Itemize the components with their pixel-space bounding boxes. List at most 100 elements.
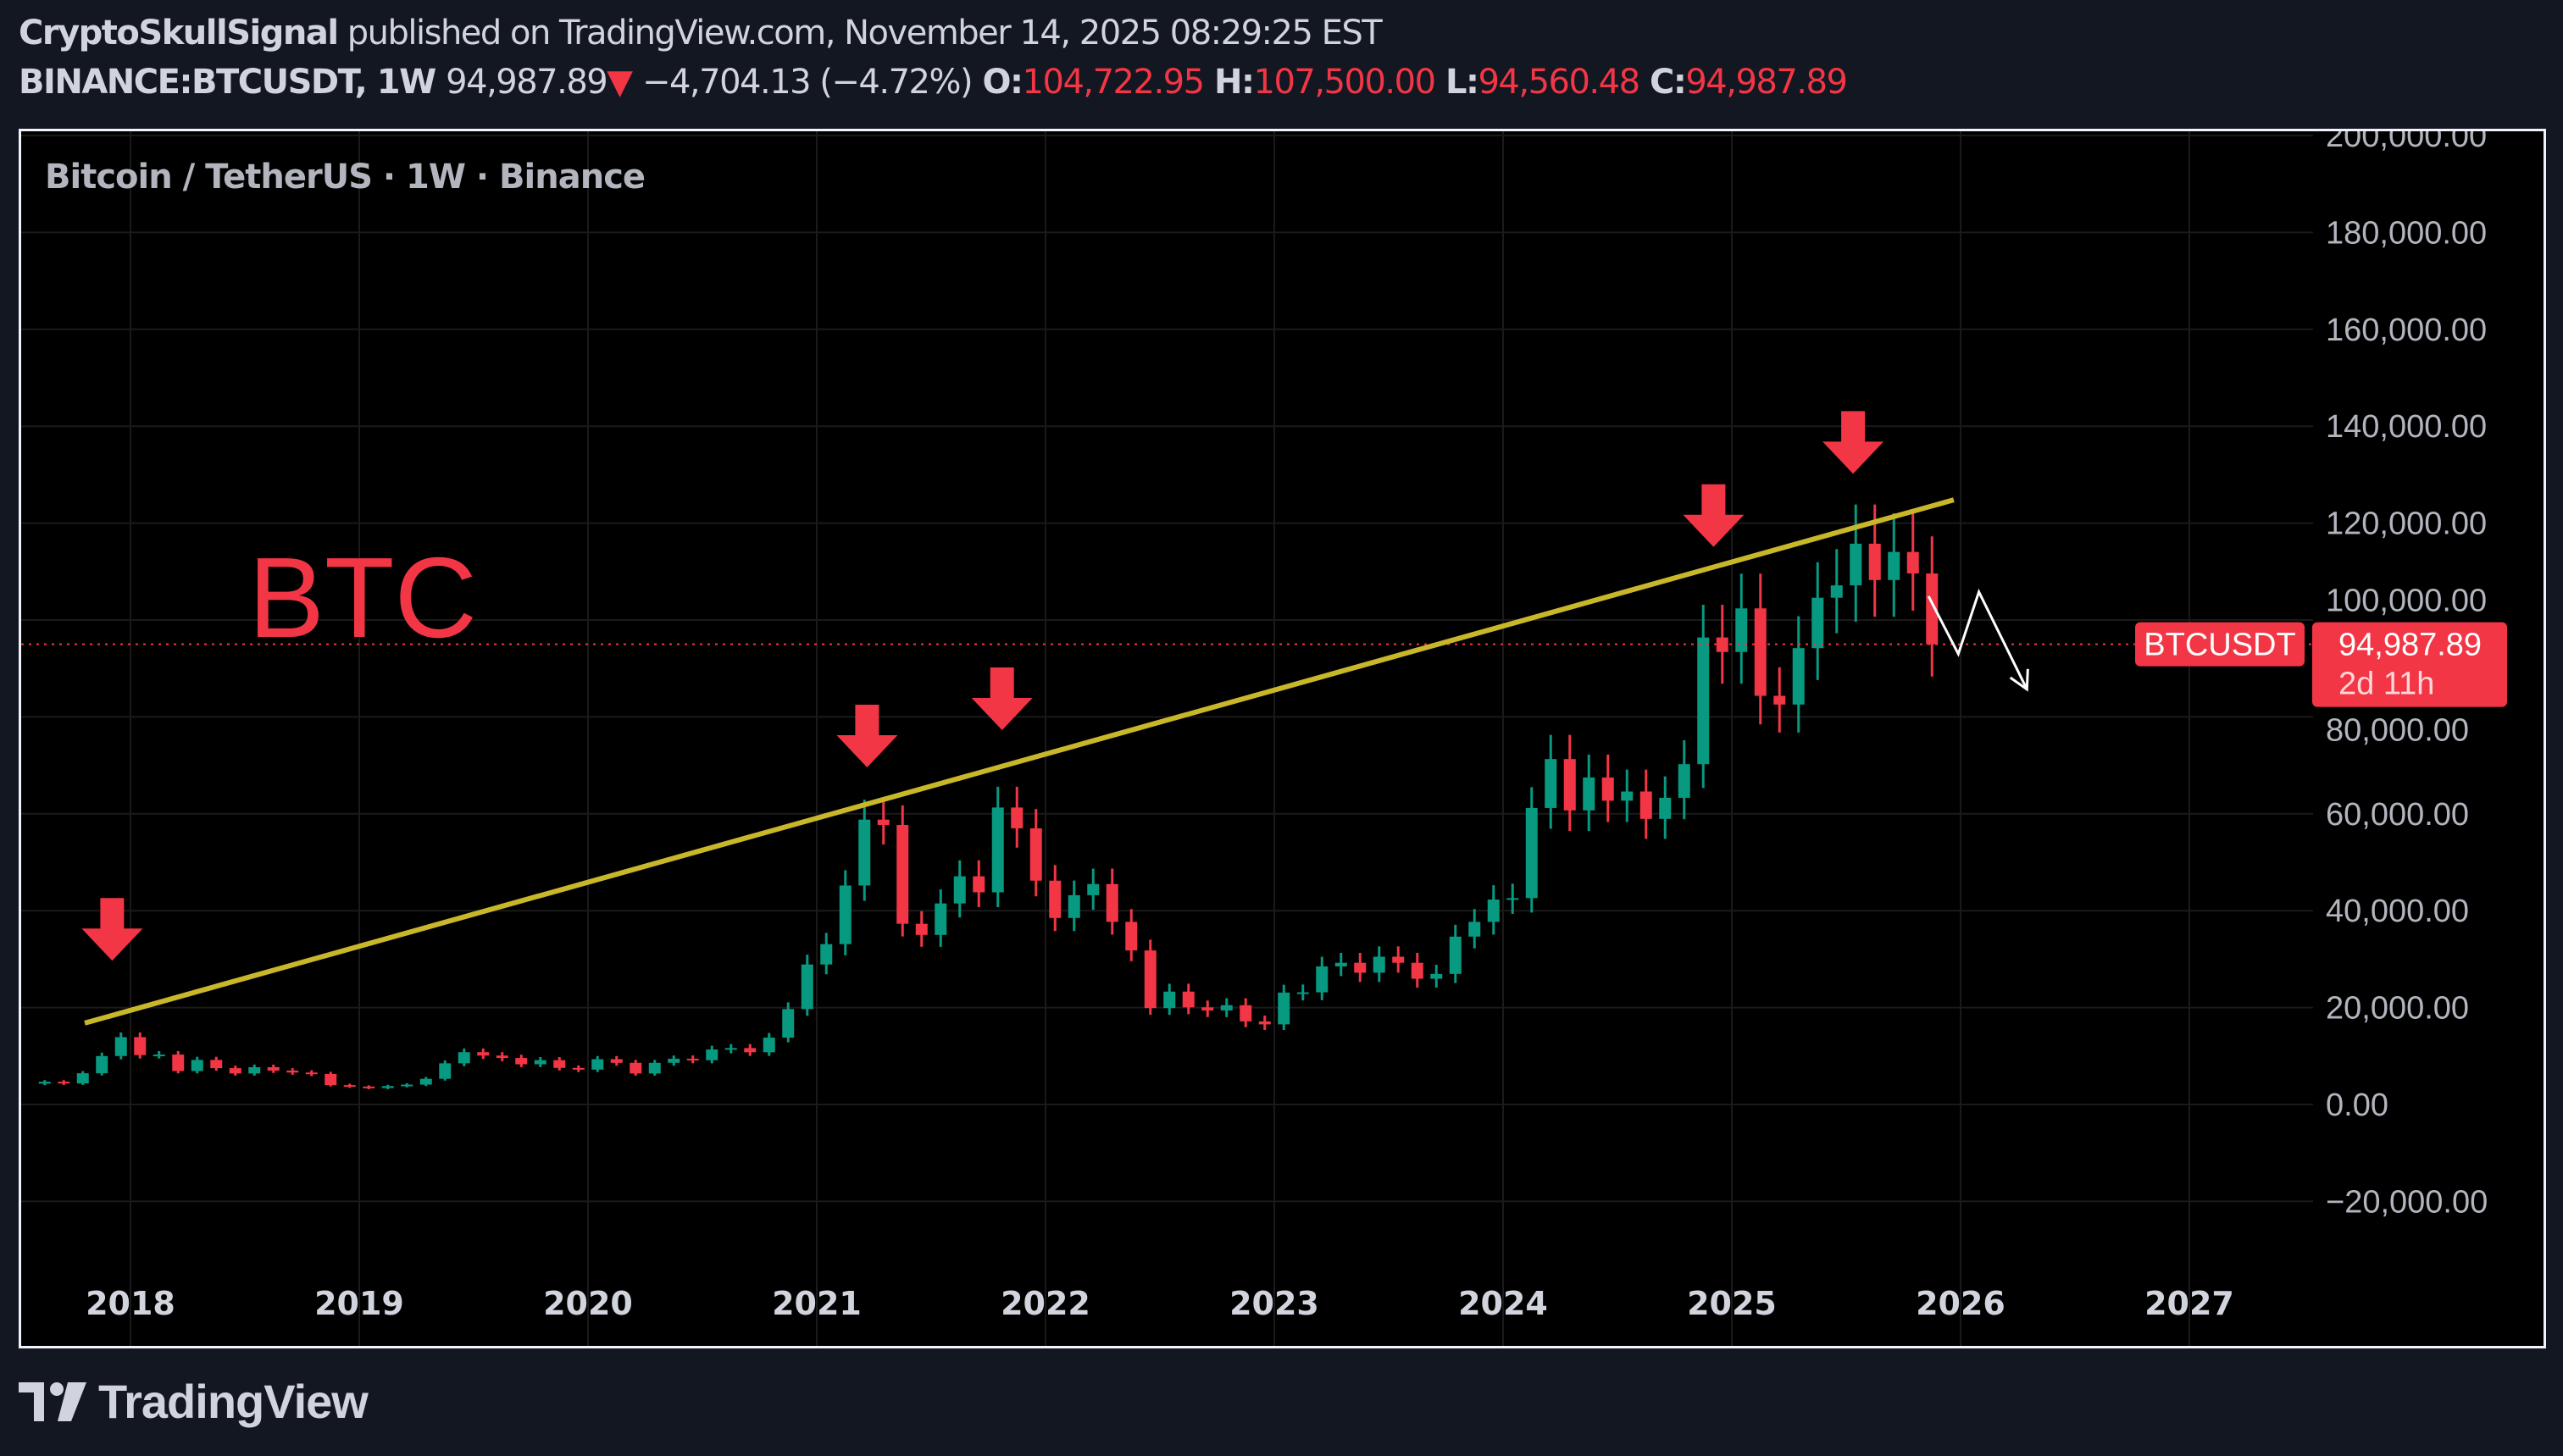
candle-body [172,1055,185,1071]
price-label-box [2312,622,2507,707]
candle-body [1087,883,1100,895]
candle-body [248,1066,261,1074]
btc-annotation-text: BTC [248,534,477,662]
candle-body [363,1086,375,1088]
candle-body [210,1060,223,1069]
candle-body [1106,883,1118,922]
candle-body [1182,991,1195,1008]
candle-body [38,1082,51,1084]
candle-body [1240,1005,1252,1021]
candle-body [305,1072,318,1075]
candle-body [877,819,890,825]
candle-body [648,1062,661,1074]
candle-body [1545,759,1557,808]
candle-body [1621,791,1634,801]
x-tick-label: 2026 [1916,1285,2005,1322]
candle-body [1316,966,1329,993]
y-tick-label: 120,000.00 [2326,507,2487,542]
candle-body [1144,950,1157,1009]
candle-body [744,1048,757,1053]
x-tick-label: 2021 [772,1285,862,1322]
x-tick-label: 2020 [543,1285,633,1322]
chart-frame: 200,000.00 180,000.00 160,000.00 140,000.00… [19,129,2546,1348]
down-arrow-icon [971,667,1033,730]
candle-body [58,1082,70,1084]
candle-body [1525,807,1538,899]
high-value: 107,500.00 [1253,63,1437,102]
down-arrow-icon [1822,411,1884,474]
y-tick-label: 0.00 [2326,1088,2388,1123]
candle-body [935,903,947,935]
x-tick-label: 2023 [1229,1285,1319,1322]
open-value: 104,722.95 [1022,63,1206,102]
y-tick-label: 60,000.00 [2326,797,2469,833]
x-tick-label: 2024 [1458,1285,1548,1322]
candle-body [763,1038,775,1053]
candle-body [1430,973,1443,979]
candle-body [630,1062,642,1074]
candle-body [1583,777,1595,811]
candle-body [1354,962,1367,973]
candle-body [1850,543,1862,586]
candle-body [1639,791,1652,819]
candle-body [1506,898,1519,900]
candle-body [1258,1021,1271,1025]
y-tick-label: 20,000.00 [2326,991,2469,1027]
candle-body [191,1060,203,1071]
candle-body [839,885,852,944]
symbol-label: BTCUSDT [2144,628,2295,663]
candle-body [1068,894,1080,918]
x-tick-label: 2019 [314,1285,404,1322]
candle-body [515,1058,528,1065]
candle-body [1049,880,1062,918]
x-tick-label: 2018 [86,1285,175,1322]
candle-body [1392,956,1405,963]
tradingview-logo-text: TradingView [98,1375,369,1428]
candle-body [1773,695,1786,705]
candle-body [1011,807,1024,828]
candle-body [477,1052,490,1056]
author-name[interactable]: CryptoSkullSignal [19,14,339,53]
candle-body [286,1070,299,1073]
candle-body [1868,543,1881,580]
candle-body [534,1060,546,1065]
candle-body [724,1048,737,1050]
open-label: O: [982,63,1024,102]
trendline [84,497,1955,1026]
symbol-info: BINANCE:BTCUSDT, 1W 94,987.89▼ −4,704.13… [19,63,1848,102]
candle-body [1906,551,1919,574]
candle-body [1830,585,1843,598]
projection-path [1927,588,2028,690]
current-price-labels: BTCUSDT 94,987.89 2d 11h [2135,622,2507,707]
candle-body [114,1037,127,1056]
y-tick-label: 40,000.00 [2326,894,2469,929]
y-tick-label: −20,000.00 [2326,1184,2488,1220]
down-arrow-icon [81,898,143,961]
candle-body [668,1058,680,1063]
candle-body [325,1073,337,1086]
candle-body [896,824,909,924]
candle-body [76,1073,89,1084]
candle-body [1373,956,1385,973]
candle-body [134,1037,147,1055]
candle-body [229,1068,241,1074]
candle-body [1811,597,1824,649]
x-tick-label: 2022 [1001,1285,1090,1322]
candle-body [1792,648,1805,705]
y-tick-label: 100,000.00 [2326,584,2487,619]
candle-body [153,1055,165,1057]
candle-body [1449,936,1462,974]
candle-body [858,819,871,886]
candle-body [343,1085,356,1088]
x-tick-label: 2025 [1687,1285,1777,1322]
price-chart[interactable]: 200,000.00 180,000.00 160,000.00 140,000.00… [21,131,2544,1346]
candle-body [267,1066,280,1071]
candle-body [1029,828,1042,881]
candle-body [1659,797,1672,819]
symbol: BINANCE:BTCUSDT, 1W [19,63,436,102]
publish-info: CryptoSkullSignal published on TradingVi… [19,14,1383,53]
candle-body [1220,1005,1233,1011]
candle-body [401,1084,413,1087]
last-price: 94,987.89 [446,63,608,102]
tradingview-logo-icon [19,1381,86,1421]
